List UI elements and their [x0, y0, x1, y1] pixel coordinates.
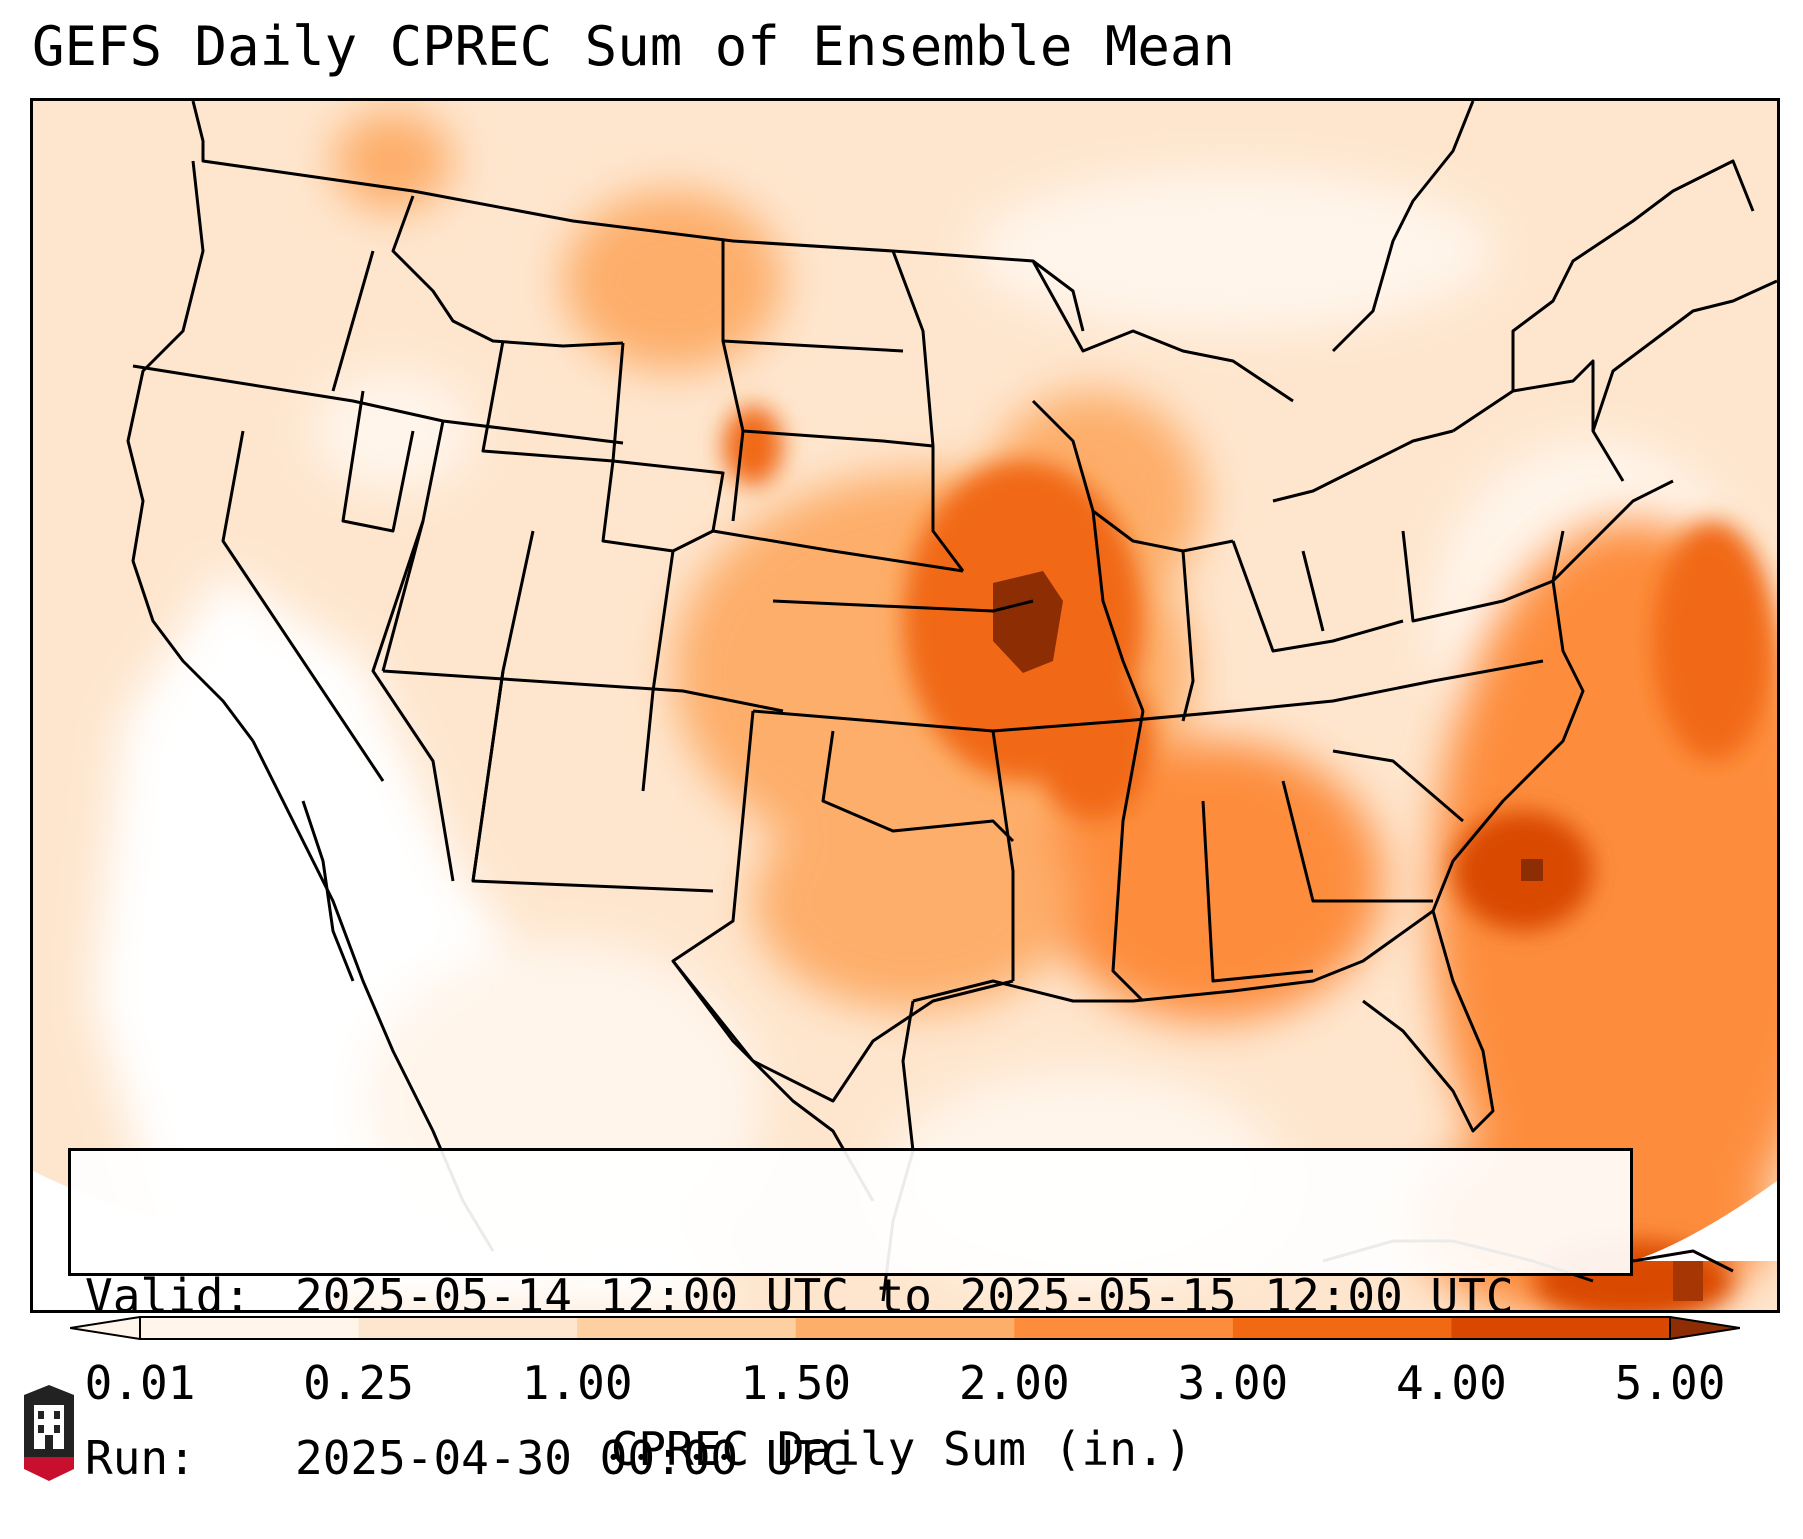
colorbar-segment — [577, 1317, 797, 1339]
valid-run-info-box: Valid: 2025-05-14 12:00 UTC to 2025-05-15… — [68, 1148, 1633, 1485]
projection-edge-right — [1633, 1181, 1777, 1261]
run-row: Run: 2025-04-30 00:00 UTC — [85, 1431, 1616, 1485]
colorbar-tick-label: 0.25 — [303, 1356, 414, 1410]
precip-field-max — [993, 571, 1703, 1301]
valid-row: Valid: 2025-05-14 12:00 UTC to 2025-05-15… — [85, 1269, 1616, 1323]
colorbar-tick-label: 1.00 — [521, 1356, 633, 1410]
colorbar-extend-high — [1669, 1316, 1740, 1340]
colorbar-segment — [358, 1317, 578, 1339]
run-label: Run: — [85, 1431, 196, 1485]
colorbar-tick-label: 3.00 — [1177, 1356, 1289, 1410]
map-title: GEFS Daily CPREC Sum of Ensemble Mean — [32, 15, 1235, 78]
colorbar-tick-label: 2.00 — [958, 1356, 1070, 1410]
colorbar-outline — [139, 1316, 1671, 1340]
colorbar-segment — [1232, 1317, 1452, 1339]
colorbar — [70, 1316, 1740, 1340]
colorbar-segment — [1014, 1317, 1234, 1339]
run-value: 2025-04-30 00:00 UTC — [295, 1431, 849, 1485]
colorbar-tick-label: 4.00 — [1396, 1356, 1507, 1410]
colorbar-tick-label: 1.50 — [740, 1356, 852, 1410]
colorbar-title: CPREC Daily Sum (in.) — [610, 1422, 1193, 1476]
valid-value: 2025-05-14 12:00 UTC to 2025-05-15 12:00… — [295, 1269, 1514, 1323]
colorbar-segment — [140, 1317, 360, 1339]
colorbar-tick-label: 5.00 — [1614, 1356, 1726, 1410]
colorbar-extend-low — [70, 1316, 141, 1340]
colorbar-segment — [795, 1317, 1015, 1339]
state-boundaries — [126, 101, 1777, 1302]
colorbar-segment — [1451, 1317, 1671, 1339]
precipitation-map — [30, 98, 1780, 1313]
colorbar-tick-label: 0.01 — [84, 1356, 196, 1410]
valid-label: Valid: — [85, 1269, 252, 1323]
niu-logo — [24, 1385, 74, 1481]
